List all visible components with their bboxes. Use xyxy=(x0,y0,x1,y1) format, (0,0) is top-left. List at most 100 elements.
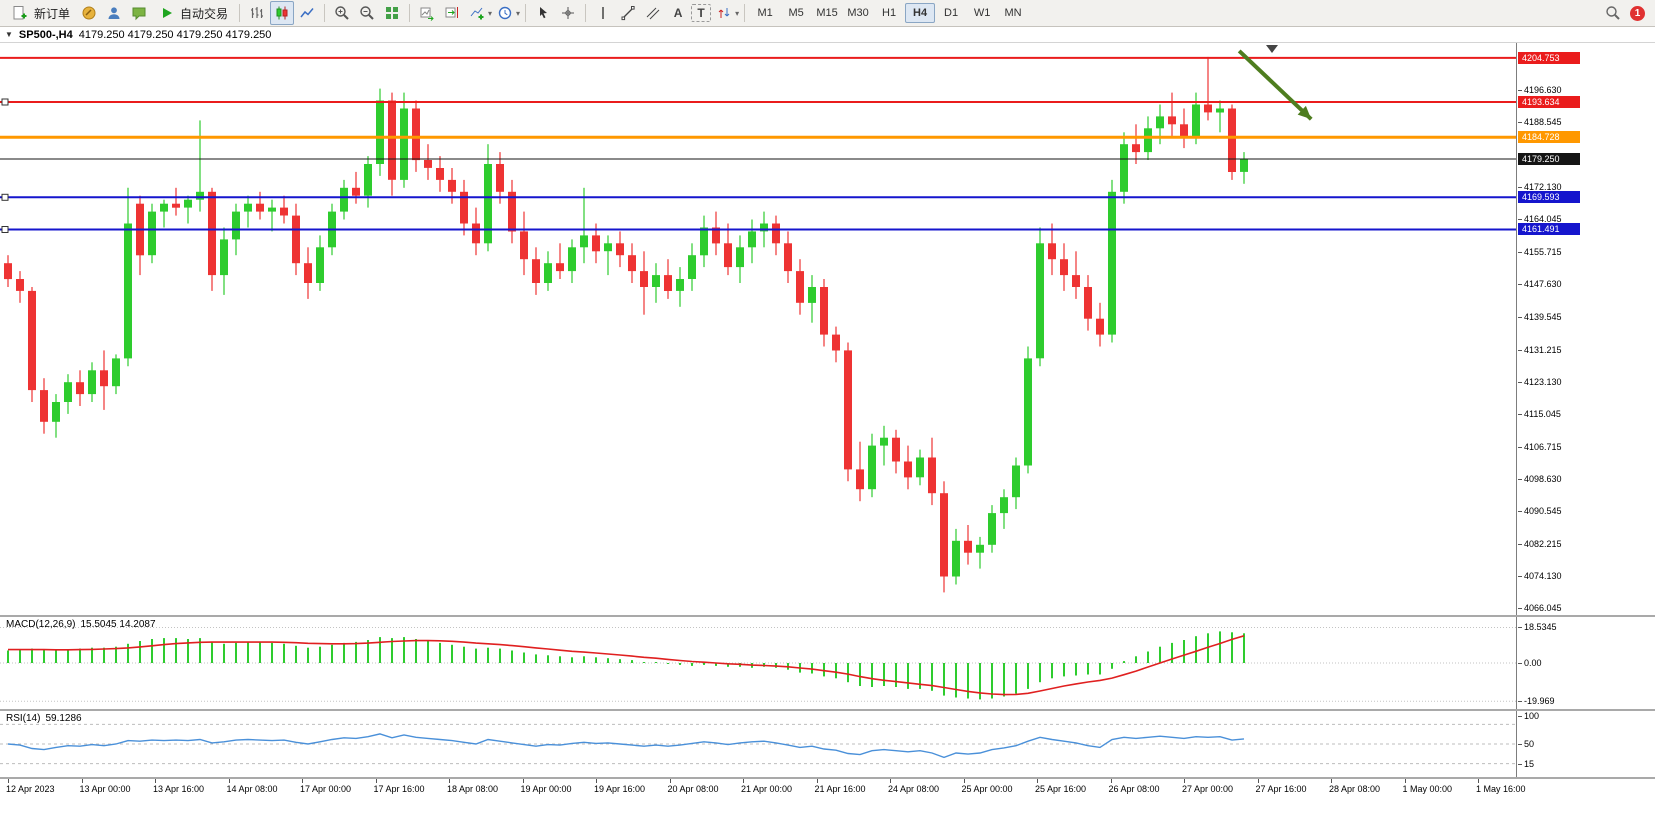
price-tick-label: 4172.130 xyxy=(1518,182,1562,193)
candle xyxy=(292,203,300,276)
candle xyxy=(868,433,876,498)
new-order-button[interactable]: 新订单 xyxy=(4,0,76,28)
candle xyxy=(1240,152,1248,184)
candle xyxy=(388,92,396,196)
objects-dropdown-icon[interactable]: ▾ xyxy=(735,8,740,18)
clock-icon[interactable] xyxy=(493,1,517,25)
time-tick xyxy=(1037,779,1038,783)
time-axis[interactable]: 12 Apr 2023 13 Apr 00:00 13 Apr 16:00 14 Ap… xyxy=(0,779,1655,799)
toolbar-separator xyxy=(525,4,527,22)
text-label-tool-icon[interactable]: T xyxy=(691,4,712,22)
trend-arrow-annotation[interactable] xyxy=(1237,49,1313,121)
tile-windows-icon[interactable] xyxy=(380,1,404,25)
price-axis[interactable]: 4196.630 4188.545 4172.130 4164.045 4155.715… xyxy=(1516,43,1655,615)
indicators-icon[interactable] xyxy=(465,1,489,25)
arrows-tool-icon[interactable] xyxy=(712,1,736,25)
timeframe-m1-button[interactable]: M1 xyxy=(757,7,773,19)
time-label: 13 Apr 16:00 xyxy=(153,784,205,794)
auto-trading-button[interactable]: 自动交易 xyxy=(152,0,234,28)
line-chart-mode-icon[interactable] xyxy=(295,1,319,25)
notifications-badge[interactable]: 1 xyxy=(1630,5,1645,21)
line-anchor-handle[interactable] xyxy=(1,193,9,201)
zoom-in-icon[interactable] xyxy=(330,1,354,25)
candle xyxy=(676,267,684,307)
time-label: 27 Apr 16:00 xyxy=(1255,784,1307,794)
candle xyxy=(1012,457,1020,510)
timeframe-m30-button[interactable]: M30 xyxy=(847,7,869,19)
time-tick xyxy=(81,779,83,783)
rsi-axis[interactable]: 100 50 15 xyxy=(1516,711,1655,777)
zoom-out-icon[interactable] xyxy=(355,1,379,25)
candle xyxy=(856,441,864,502)
text-tool-icon[interactable]: A xyxy=(673,6,683,20)
time-tick xyxy=(596,779,597,783)
chart-symbol-period: SP500-,H4 xyxy=(18,28,73,41)
window-bottom-area xyxy=(0,799,1655,828)
chart-title-bar[interactable]: ▼ SP500-,H4 4179.250 4179.250 4179.250 4… xyxy=(0,27,1655,43)
candle xyxy=(1132,124,1140,164)
chart-shift-icon[interactable] xyxy=(440,1,464,25)
candle xyxy=(64,374,72,414)
chart-window: ▼ SP500-,H4 4179.250 4179.250 4179.250 4… xyxy=(0,27,1655,828)
profile-icon[interactable] xyxy=(102,1,126,25)
vertical-line-tool-icon[interactable] xyxy=(591,1,615,25)
candle xyxy=(220,227,228,295)
time-label: 20 Apr 08:00 xyxy=(667,784,719,794)
time-tick xyxy=(1404,779,1406,783)
candle xyxy=(112,354,120,395)
panel-separator[interactable] xyxy=(0,777,1655,779)
candle xyxy=(736,235,744,283)
macd-plot[interactable] xyxy=(0,617,1516,709)
time-tick xyxy=(228,779,230,783)
auto-scroll-icon[interactable] xyxy=(415,1,439,25)
trendline-tool-icon[interactable] xyxy=(616,1,640,25)
cursor-icon[interactable] xyxy=(531,1,555,25)
time-label: 28 Apr 08:00 xyxy=(1329,784,1381,794)
indicators-dropdown-icon[interactable]: ▾ xyxy=(488,8,493,18)
candle xyxy=(40,378,48,434)
candle xyxy=(100,350,108,410)
toolbar-separator xyxy=(324,4,326,22)
price-tick-label: 4090.545 xyxy=(1518,505,1562,516)
candle xyxy=(928,437,936,506)
toolbar-separator xyxy=(744,4,746,22)
crosshair-icon[interactable] xyxy=(556,1,580,25)
bar-chart-mode-icon[interactable] xyxy=(245,1,269,25)
search-icon[interactable] xyxy=(1601,1,1625,25)
timeframe-mn-button[interactable]: MN xyxy=(1004,7,1022,19)
timeframe-m15-button[interactable]: M15 xyxy=(816,7,838,19)
time-label: 21 Apr 00:00 xyxy=(741,784,793,794)
candle xyxy=(712,211,720,256)
timeframe-d1-button[interactable]: D1 xyxy=(944,7,959,19)
community-chat-icon[interactable] xyxy=(127,1,151,25)
candle xyxy=(268,199,276,232)
candlestick-mode-icon[interactable] xyxy=(270,1,295,25)
chart-shift-marker[interactable] xyxy=(1266,45,1278,53)
time-label: 14 Apr 08:00 xyxy=(226,784,278,794)
candle xyxy=(952,528,960,585)
line-anchor-handle[interactable] xyxy=(1,226,9,233)
equidistant-channel-tool-icon[interactable] xyxy=(641,1,665,25)
candle xyxy=(1000,489,1008,529)
price-line-badge: 4184.728 xyxy=(1518,131,1580,144)
timeframe-w1-button[interactable]: W1 xyxy=(973,7,991,19)
trend-arrow-head[interactable] xyxy=(1297,105,1312,120)
periods-dropdown-icon[interactable]: ▾ xyxy=(516,8,521,18)
macd-axis-label: 0.00 xyxy=(1518,658,1542,668)
panel-separator[interactable] xyxy=(0,709,1655,711)
macd-axis[interactable]: 18.5345 0.00 -19.969 xyxy=(1516,617,1655,709)
price-chart-plot[interactable] xyxy=(0,43,1516,615)
timeframe-h1-button[interactable]: H1 xyxy=(882,7,897,19)
timeframe-m5-button[interactable]: M5 xyxy=(788,7,804,19)
panel-separator[interactable] xyxy=(0,615,1655,617)
rsi-plot[interactable] xyxy=(0,711,1516,777)
price-line-badge: 4193.634 xyxy=(1518,95,1580,108)
time-tick xyxy=(375,779,377,783)
timeframe-h4-button[interactable]: H4 xyxy=(905,3,936,23)
chart-collapse-icon[interactable]: ▼ xyxy=(5,30,13,39)
metaeditor-icon[interactable] xyxy=(77,1,101,25)
time-tick xyxy=(1257,779,1259,783)
candle xyxy=(400,92,408,188)
candle xyxy=(616,231,624,268)
line-anchor-handle[interactable] xyxy=(1,98,9,106)
